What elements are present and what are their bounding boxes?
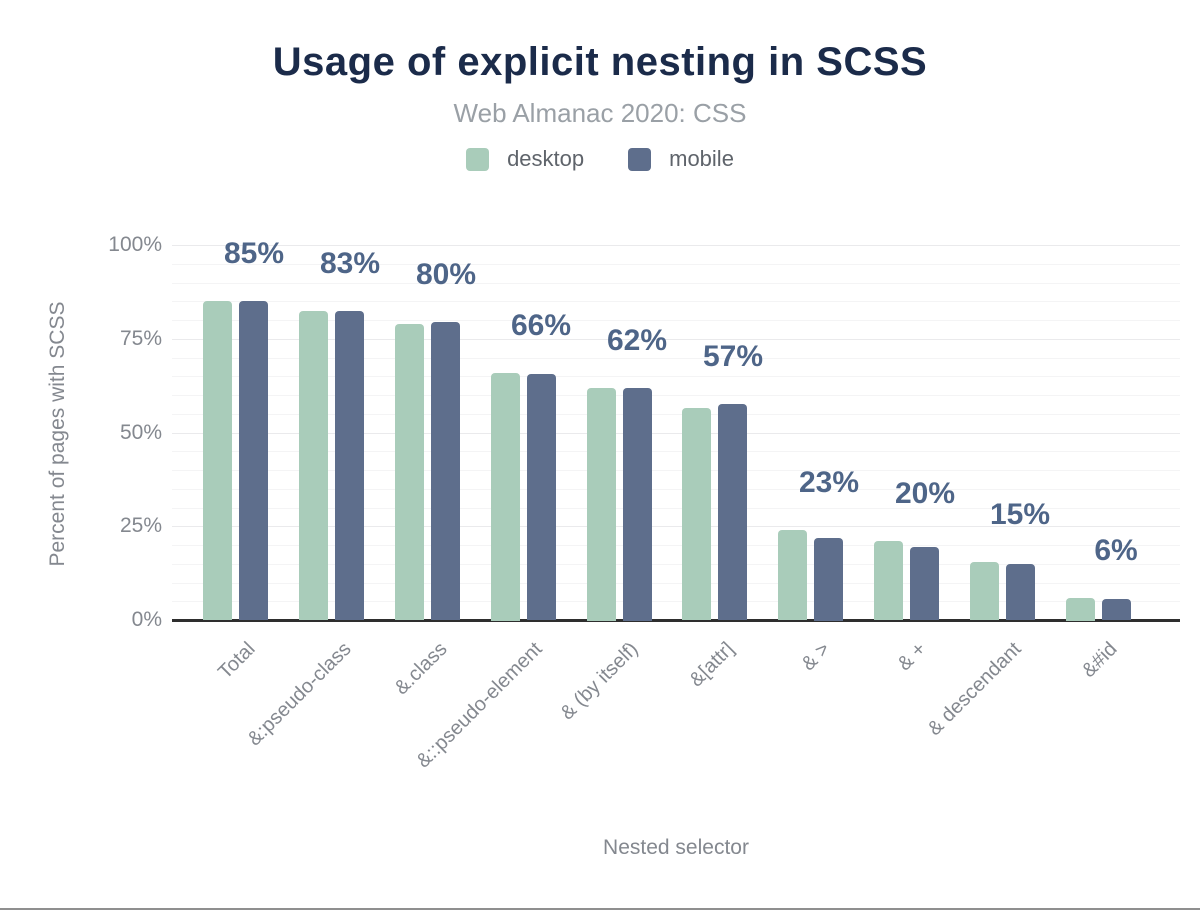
bar-desktop bbox=[1066, 598, 1095, 621]
bar-mobile bbox=[910, 547, 939, 620]
x-tick-label: &#id bbox=[1077, 638, 1122, 682]
bar-value-label: 23% bbox=[798, 466, 860, 499]
legend-label-mobile: mobile bbox=[669, 146, 734, 171]
x-tick-label: &::pseudo-element bbox=[412, 638, 547, 773]
bar-mobile bbox=[335, 311, 364, 620]
bar-desktop bbox=[682, 408, 711, 620]
gridline-major bbox=[172, 339, 1180, 340]
bar-mobile bbox=[718, 404, 747, 620]
bar-mobile bbox=[239, 301, 268, 620]
gridline-minor bbox=[172, 320, 1180, 321]
gridline-minor bbox=[172, 395, 1180, 396]
bar-mobile bbox=[1006, 564, 1035, 620]
bar-value-label: 57% bbox=[702, 340, 764, 373]
bar-desktop bbox=[491, 373, 520, 621]
gridline-minor bbox=[172, 358, 1180, 359]
y-tick-label: 75% bbox=[119, 327, 162, 350]
bar-desktop bbox=[778, 530, 807, 620]
legend-item-desktop: desktop bbox=[466, 146, 584, 172]
bar-desktop bbox=[203, 301, 232, 620]
bar-value-label: 80% bbox=[415, 258, 477, 291]
gridline-minor bbox=[172, 564, 1180, 565]
legend-swatch-desktop bbox=[466, 147, 490, 171]
gridline-minor bbox=[172, 583, 1180, 584]
chart-title: Usage of explicit nesting in SCSS bbox=[272, 40, 928, 84]
bar-mobile bbox=[814, 538, 843, 621]
gridline-minor bbox=[172, 601, 1180, 602]
gridline-minor bbox=[172, 283, 1180, 284]
gridline-major bbox=[172, 245, 1180, 246]
legend: desktop mobile bbox=[0, 146, 1200, 172]
bar-desktop bbox=[395, 324, 424, 620]
x-axis-line bbox=[172, 619, 1180, 622]
gridline-minor bbox=[172, 376, 1180, 377]
bar-value-label: 20% bbox=[894, 477, 956, 510]
bar-mobile bbox=[527, 374, 556, 620]
bar-desktop bbox=[970, 562, 999, 620]
x-tick-label: &[attr] bbox=[685, 638, 739, 692]
bar-mobile bbox=[623, 388, 652, 621]
x-tick-label: & descendant bbox=[923, 638, 1026, 741]
gridline-major bbox=[172, 526, 1180, 527]
gridline-minor bbox=[172, 264, 1180, 265]
bar-mobile bbox=[431, 322, 460, 620]
x-tick-label: & > bbox=[797, 638, 835, 676]
x-tick-label: &:pseudo-class bbox=[243, 638, 356, 751]
bar-desktop bbox=[874, 541, 903, 620]
gridline-minor bbox=[172, 301, 1180, 302]
gridline-major bbox=[172, 433, 1180, 434]
y-tick-label: 50% bbox=[119, 421, 162, 444]
bar-mobile bbox=[1102, 599, 1131, 620]
gridline-minor bbox=[172, 508, 1180, 509]
y-tick-label: 25% bbox=[119, 514, 162, 537]
bar-value-label: 66% bbox=[510, 309, 572, 342]
y-tick-label: 0% bbox=[131, 608, 162, 631]
gridline-minor bbox=[172, 470, 1180, 471]
bar-value-label: 15% bbox=[989, 498, 1051, 531]
legend-label-desktop: desktop bbox=[507, 146, 585, 171]
legend-swatch-mobile bbox=[628, 147, 652, 171]
bar-value-label: 6% bbox=[1094, 534, 1138, 567]
x-tick-label: Total bbox=[214, 638, 260, 684]
x-axis-title: Nested selector bbox=[603, 836, 749, 859]
bar-value-label: 85% bbox=[223, 237, 285, 270]
x-tick-label: & + bbox=[893, 638, 931, 676]
gridline-minor bbox=[172, 414, 1180, 415]
x-tick-label: & (by itself) bbox=[556, 638, 643, 725]
gridline-minor bbox=[172, 451, 1180, 452]
bar-desktop bbox=[587, 388, 616, 621]
bar-value-label: 83% bbox=[319, 247, 381, 280]
bar-desktop bbox=[299, 311, 328, 620]
gridline-minor bbox=[172, 545, 1180, 546]
gridline-minor bbox=[172, 489, 1180, 490]
bar-value-label: 62% bbox=[606, 324, 668, 357]
y-tick-label: 100% bbox=[108, 233, 162, 256]
legend-item-mobile: mobile bbox=[628, 146, 734, 172]
x-tick-label: &.class bbox=[390, 638, 452, 700]
chart-subtitle: Web Almanac 2020: CSS bbox=[453, 98, 747, 128]
